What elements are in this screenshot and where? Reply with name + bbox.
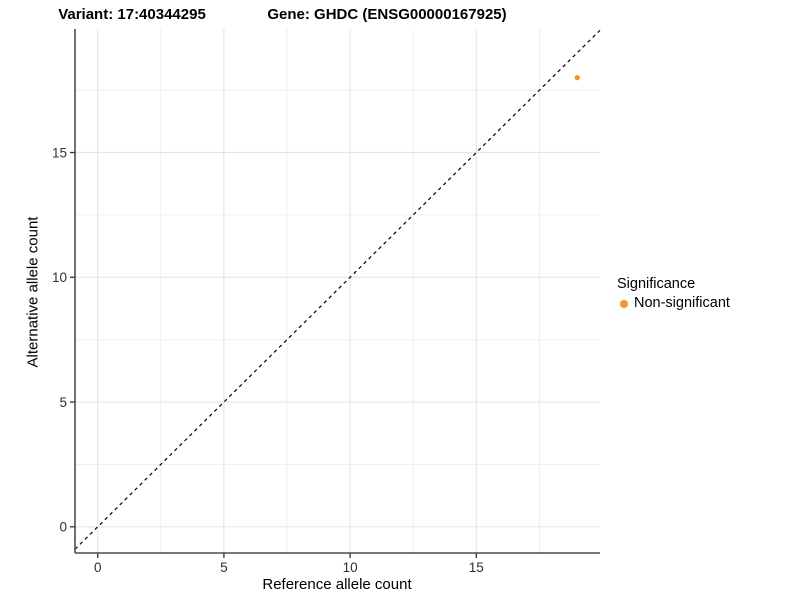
legend-item-label: Non-significant	[634, 295, 730, 312]
y-tick-label: 0	[59, 520, 67, 535]
legend-item: Non-significant	[617, 295, 730, 312]
data-point	[574, 75, 580, 81]
x-axis-label: Reference allele count	[262, 576, 412, 593]
identity-line	[74, 29, 601, 550]
y-tick-label: 5	[59, 395, 67, 410]
x-tick-label: 5	[220, 560, 228, 575]
y-axis-label: Alternative allele count	[24, 216, 42, 368]
legend-point-icon	[620, 300, 628, 309]
legend-title: Significance	[617, 276, 696, 292]
gene-title: Gene: GHDC (ENSG00000167925)	[267, 6, 507, 23]
x-tick-label: 15	[469, 560, 484, 575]
y-tick-label: 15	[52, 145, 67, 160]
legend: Significance Non-significant	[617, 276, 730, 313]
variant-title: Variant: 17:40344295	[58, 6, 206, 23]
x-tick-label: 0	[94, 560, 102, 575]
x-tick-label: 10	[343, 560, 358, 575]
y-tick-label: 10	[52, 270, 67, 285]
